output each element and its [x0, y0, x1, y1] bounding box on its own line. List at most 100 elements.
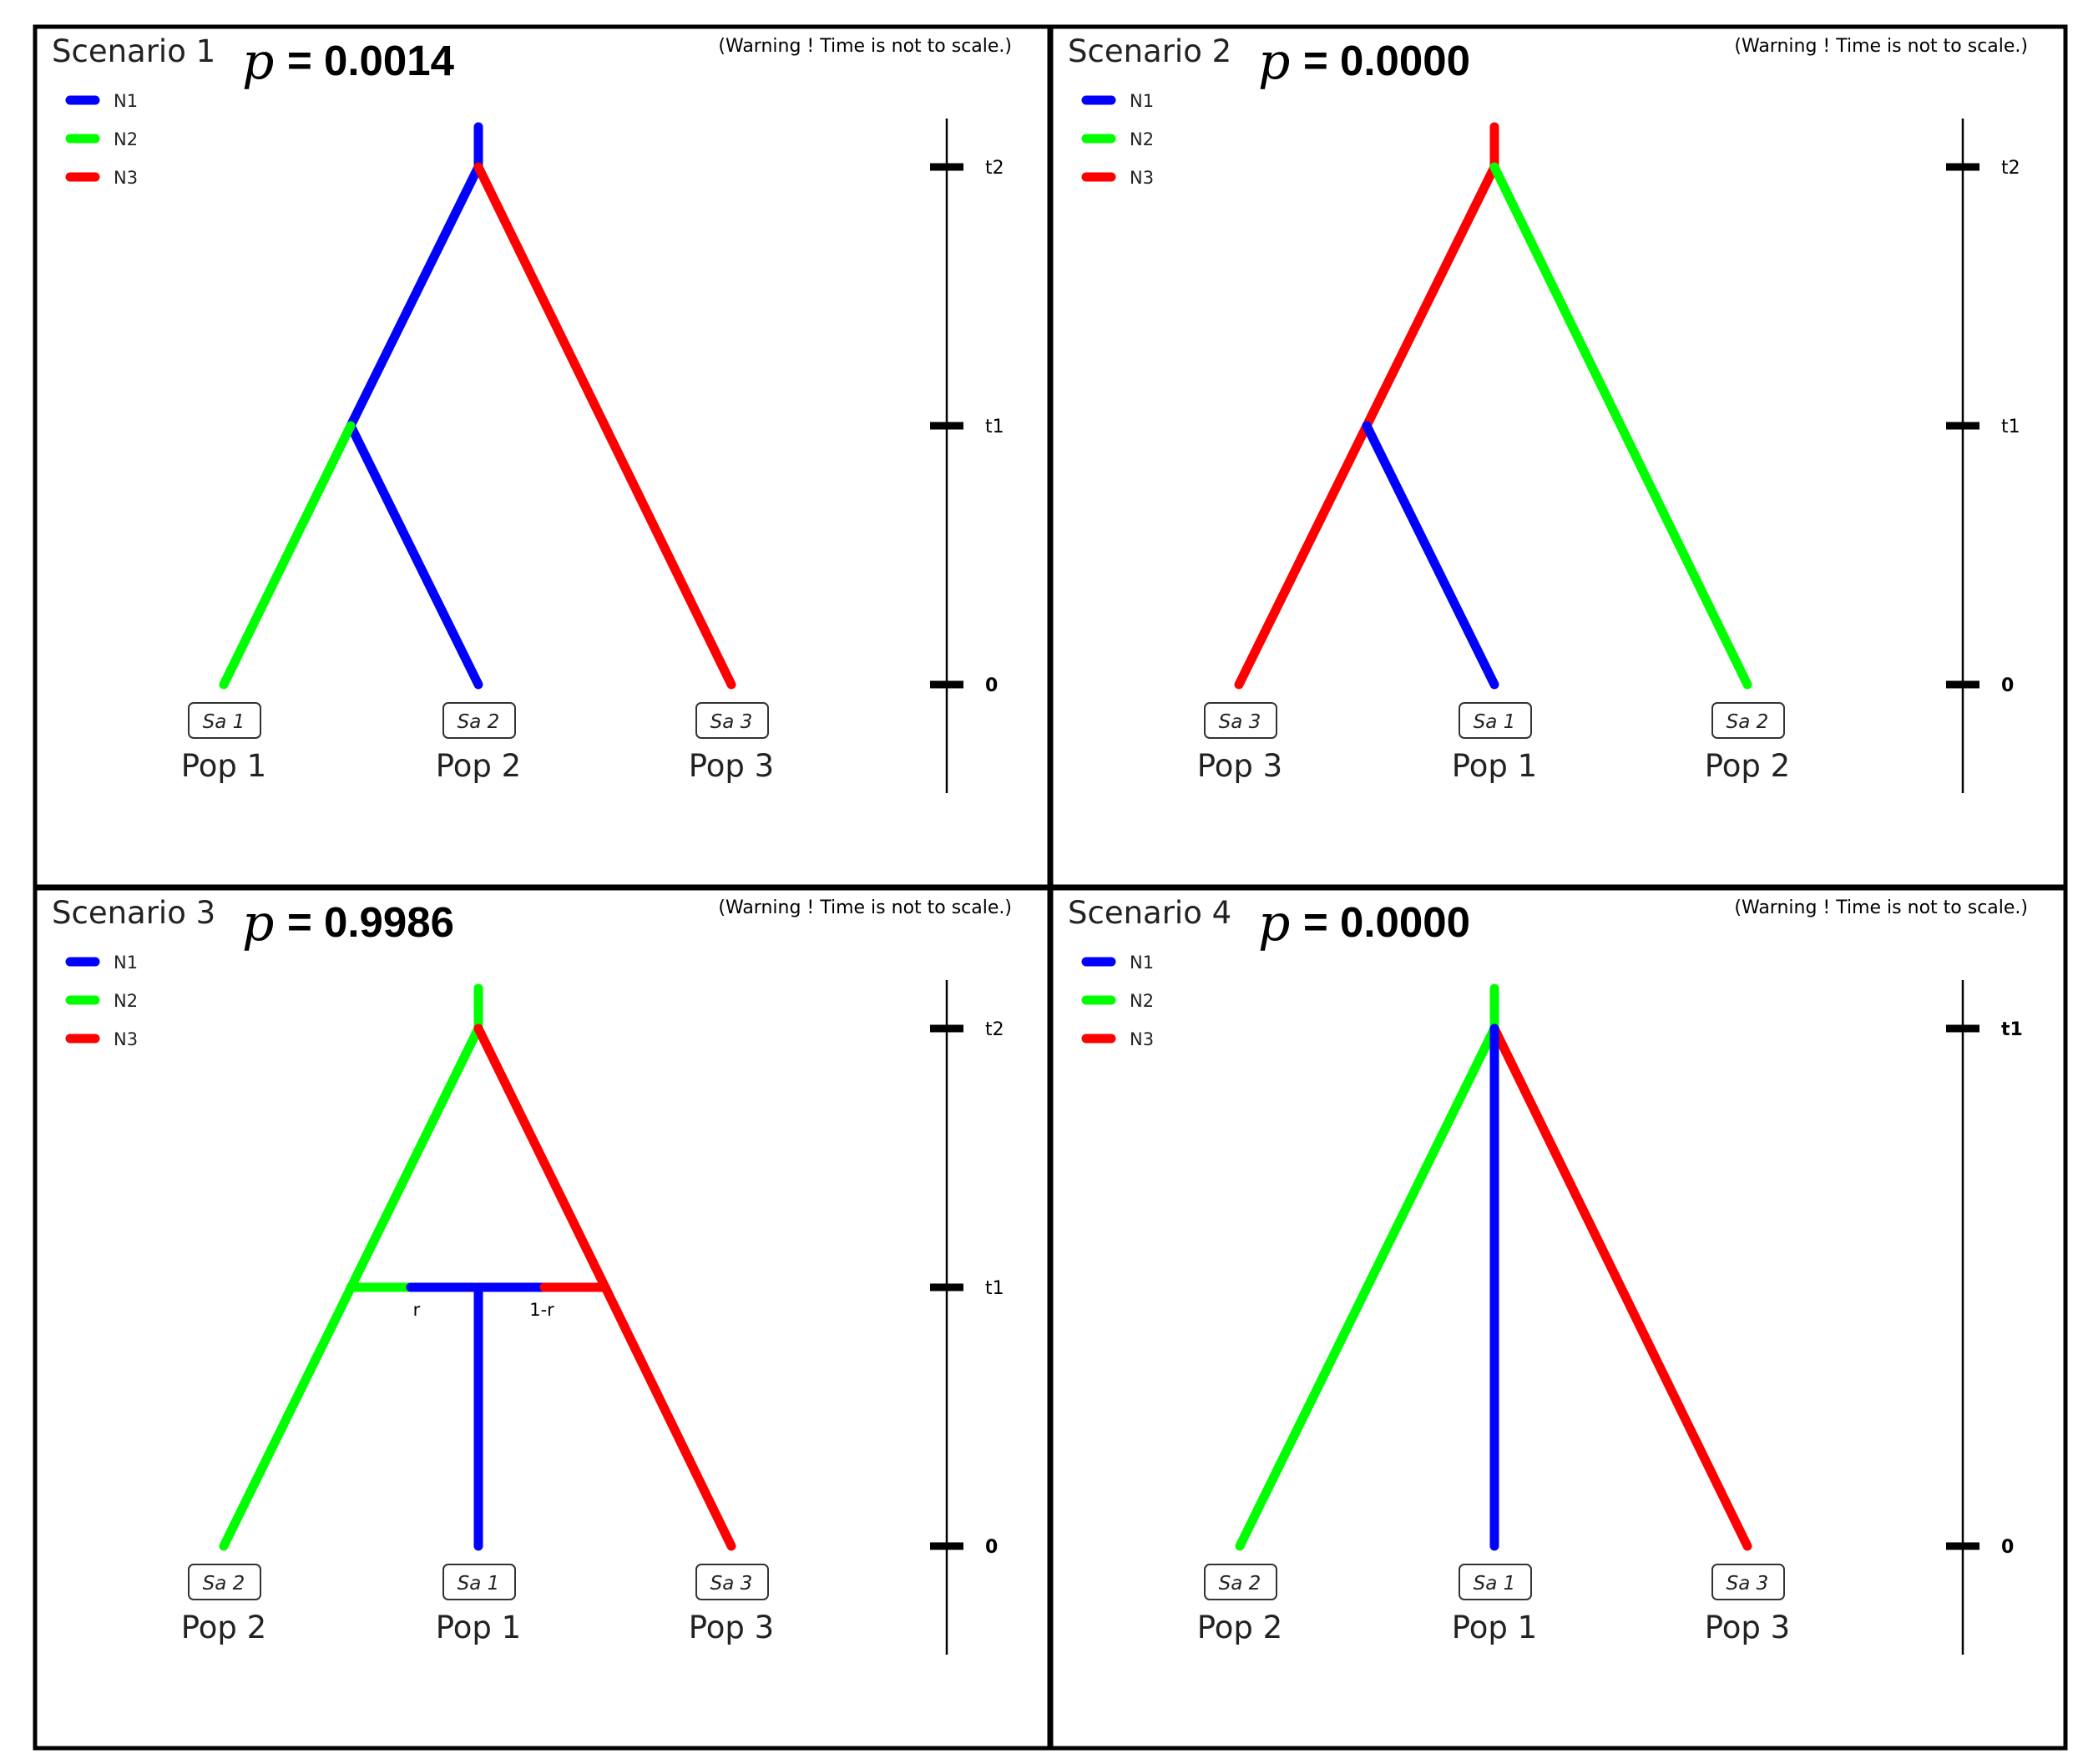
- sample-node: Sa 2 Pop 2: [1705, 702, 1790, 784]
- tree: [219, 983, 736, 1551]
- admixture-rate-label: 1-r: [529, 1300, 554, 1320]
- sample-node: Sa 1 Pop 1: [1452, 702, 1537, 784]
- legend-label-n3: N3: [1130, 168, 1154, 188]
- branch-n3: [1362, 162, 1499, 431]
- p-symbol: p: [1258, 894, 1290, 953]
- sample-node: Sa 1 Pop 1: [181, 702, 266, 784]
- legend-label-n1: N1: [114, 953, 138, 973]
- legend-label-n2: N2: [114, 129, 138, 149]
- time-tick-label: t2: [985, 1019, 1004, 1040]
- sample-label: Sa 1: [458, 1573, 500, 1595]
- time-tick-label: t1: [2001, 1019, 2023, 1040]
- sample-box: [1459, 1564, 1532, 1600]
- sample-label: Sa 1: [203, 711, 245, 733]
- branch-n1: [1362, 421, 1499, 690]
- scenario-panel-4: Scenario 4 p = 0.0000 (Warning ! Time is no…: [1049, 886, 2068, 1751]
- p-value: = 0.9986: [287, 898, 454, 946]
- legend-label-n2: N2: [114, 991, 138, 1011]
- sample-box: [442, 1564, 516, 1600]
- population-label: Pop 3: [1197, 748, 1282, 784]
- scenario-title: Scenario 4: [1068, 895, 1231, 931]
- branch-n2: [1235, 1024, 1499, 1551]
- branch-n3: [600, 1282, 736, 1551]
- legend: N1 N2 N3: [1081, 91, 1154, 188]
- branch-n1: [346, 162, 483, 431]
- sample-node: Sa 3 Pop 3: [1705, 1564, 1790, 1645]
- sample-label: Sa 2: [458, 711, 500, 733]
- sample-box: [1459, 702, 1532, 739]
- population-label: Pop 2: [1197, 1610, 1282, 1645]
- legend-label-n3: N3: [114, 1029, 138, 1049]
- legend: N1 N2 N3: [1081, 953, 1154, 1049]
- population-label: Pop 1: [1452, 1610, 1537, 1645]
- p-symbol: p: [1258, 33, 1290, 91]
- time-tick-label: t2: [985, 158, 1004, 179]
- sample-node: Sa 2 Pop 2: [1197, 1564, 1282, 1645]
- sample-node: Sa 2 Pop 2: [436, 702, 521, 784]
- sample-label: Sa 2: [1727, 711, 1769, 733]
- p-value: = 0.0014: [287, 37, 455, 84]
- scenario-title: Scenario 1: [52, 33, 215, 69]
- sample-node: Sa 3 Pop 3: [1197, 702, 1282, 784]
- sample-box: [1204, 1564, 1277, 1600]
- sample-label: Sa 3: [1727, 1573, 1769, 1595]
- sample-label: Sa 1: [1474, 1573, 1516, 1595]
- time-axis: t2 t1 0: [930, 980, 1004, 1655]
- legend-label-n3: N3: [114, 168, 138, 188]
- branch-n3: [473, 1024, 610, 1292]
- time-tick-label: t2: [2001, 158, 2020, 179]
- sample-node: Sa 1 Pop 1: [436, 1564, 521, 1645]
- time-warning: (Warning ! Time is not to scale.): [1734, 36, 2028, 57]
- tree: [1235, 983, 1752, 1551]
- time-tick-label: 0: [2001, 1537, 2014, 1558]
- population-label: Pop 1: [181, 748, 266, 784]
- sample-node: Sa 2 Pop 2: [181, 1564, 266, 1645]
- tree: [1234, 122, 1752, 690]
- population-label: Pop 2: [181, 1610, 266, 1645]
- time-warning: (Warning ! Time is not to scale.): [1734, 897, 2028, 918]
- time-axis: t2 t1 0: [930, 119, 1004, 793]
- population-label: Pop 3: [689, 748, 774, 784]
- p-symbol: p: [242, 33, 274, 91]
- population-label: Pop 1: [436, 1610, 521, 1645]
- population-label: Pop 1: [1452, 748, 1537, 784]
- sample-label: Sa 2: [1219, 1573, 1261, 1595]
- time-warning: (Warning ! Time is not to scale.): [718, 897, 1012, 918]
- branch-n3: [1489, 1024, 1752, 1551]
- branch-n3: [1234, 421, 1372, 690]
- legend-label-n1: N1: [1130, 953, 1154, 973]
- time-tick-label: t1: [985, 1278, 1004, 1299]
- sample-box: [442, 702, 516, 739]
- legend-label-n2: N2: [1130, 991, 1154, 1011]
- time-tick-label: 0: [2001, 675, 2014, 696]
- tree: [219, 122, 736, 690]
- branch-n3: [473, 162, 736, 690]
- time-tick-label: 0: [985, 1537, 998, 1558]
- branch-n2: [1489, 162, 1752, 690]
- legend-label-n1: N1: [1130, 91, 1154, 111]
- scenario-title: Scenario 2: [1068, 33, 1231, 69]
- sample-box: [1204, 702, 1277, 739]
- sample-box: [188, 1564, 261, 1600]
- sample-box: [188, 702, 261, 739]
- population-label: Pop 3: [689, 1610, 774, 1645]
- sample-label: Sa 2: [203, 1573, 245, 1595]
- legend: N1 N2 N3: [65, 953, 138, 1049]
- time-warning: (Warning ! Time is not to scale.): [718, 36, 1012, 57]
- admixture-rate-label: r: [413, 1300, 421, 1320]
- p-value: = 0.0000: [1303, 898, 1470, 946]
- scenario-panel-1: Scenario 1 p = 0.0014 (Warning ! Time is no…: [33, 24, 1052, 889]
- sample-node: Sa 3 Pop 3: [689, 1564, 774, 1645]
- p-value: = 0.0000: [1303, 37, 1470, 84]
- legend-label-n1: N1: [114, 91, 138, 111]
- time-tick-label: 0: [985, 675, 998, 696]
- sample-box: [1711, 702, 1785, 739]
- scenario-title: Scenario 3: [52, 895, 215, 931]
- time-axis: t1 0: [1946, 980, 2023, 1655]
- population-label: Pop 2: [436, 748, 521, 784]
- branch-n2: [219, 421, 356, 690]
- sample-label: Sa 3: [710, 711, 753, 733]
- time-axis: t2 t1 0: [1946, 119, 2020, 793]
- legend: N1 N2 N3: [65, 91, 138, 188]
- scenario-panel-2: Scenario 2 p = 0.0000 (Warning ! Time is no…: [1049, 24, 2068, 889]
